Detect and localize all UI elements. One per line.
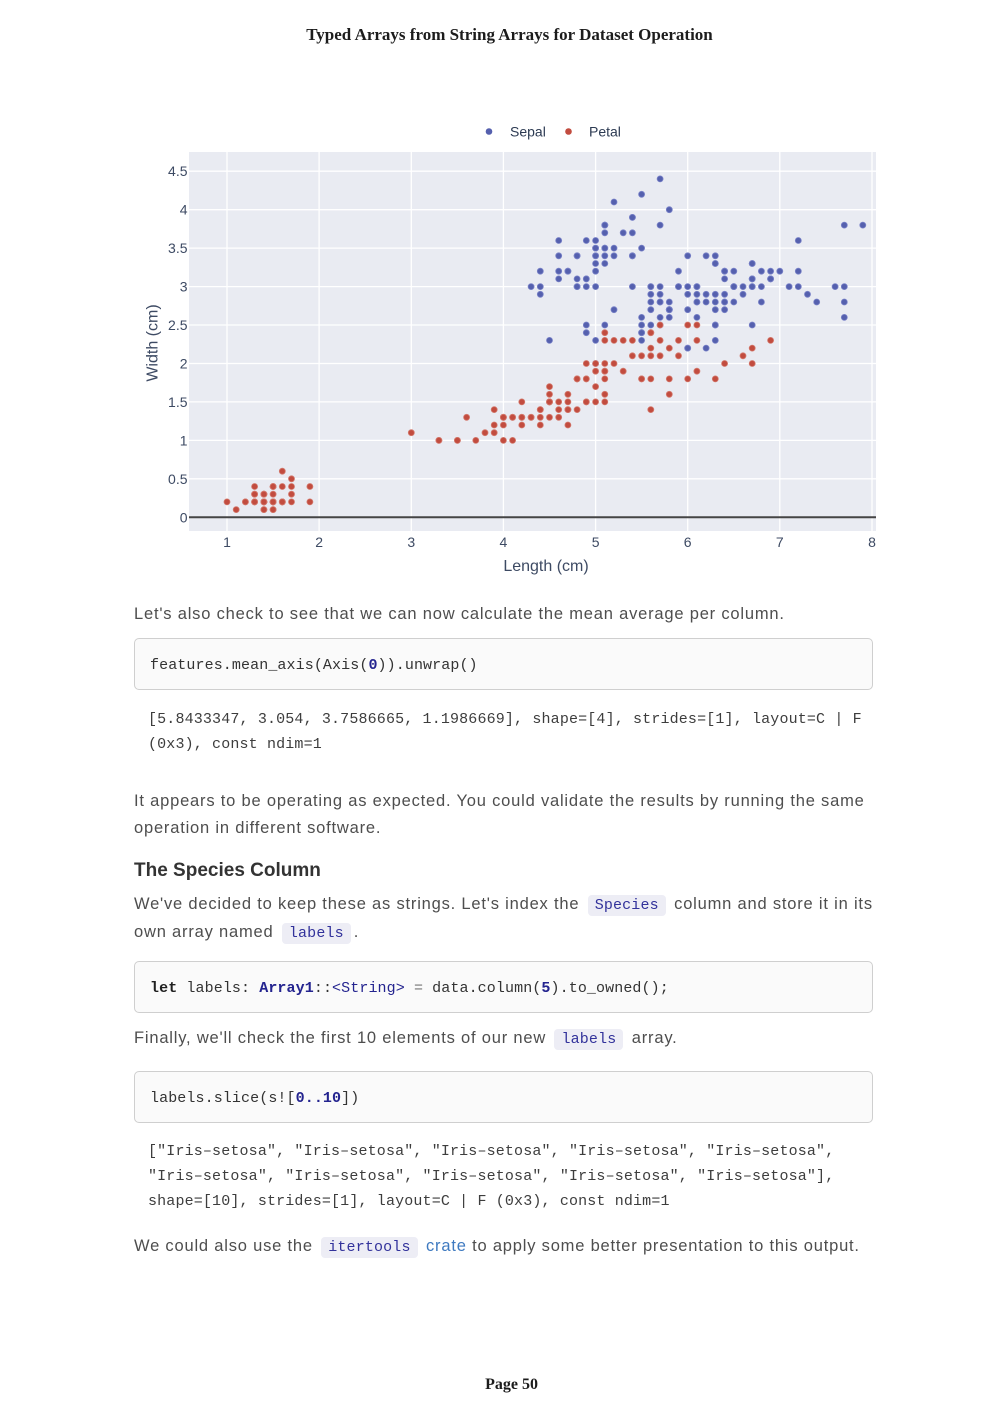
svg-text:1: 1 xyxy=(223,534,231,550)
svg-text:3: 3 xyxy=(407,534,415,550)
svg-text:5: 5 xyxy=(592,534,600,550)
svg-text:4: 4 xyxy=(500,534,508,550)
svg-text:8: 8 xyxy=(868,534,876,550)
svg-text:Width (cm): Width (cm) xyxy=(145,304,162,381)
svg-text:6: 6 xyxy=(684,534,692,550)
svg-text:1: 1 xyxy=(180,432,188,448)
svg-text:0.5: 0.5 xyxy=(168,471,188,487)
svg-text:2: 2 xyxy=(315,534,323,550)
svg-text:1.5: 1.5 xyxy=(168,394,188,410)
svg-text:Length (cm): Length (cm) xyxy=(503,558,588,575)
svg-text:2.5: 2.5 xyxy=(168,317,188,333)
svg-text:3: 3 xyxy=(180,279,188,295)
svg-text:7: 7 xyxy=(776,534,784,550)
svg-text:Petal: Petal xyxy=(589,124,621,140)
svg-text:Sepal: Sepal xyxy=(510,124,546,140)
svg-text:4.5: 4.5 xyxy=(168,163,188,179)
svg-text:2: 2 xyxy=(180,356,188,372)
svg-text:4: 4 xyxy=(180,202,188,218)
svg-text:0: 0 xyxy=(180,509,188,525)
svg-text:3.5: 3.5 xyxy=(168,240,188,256)
